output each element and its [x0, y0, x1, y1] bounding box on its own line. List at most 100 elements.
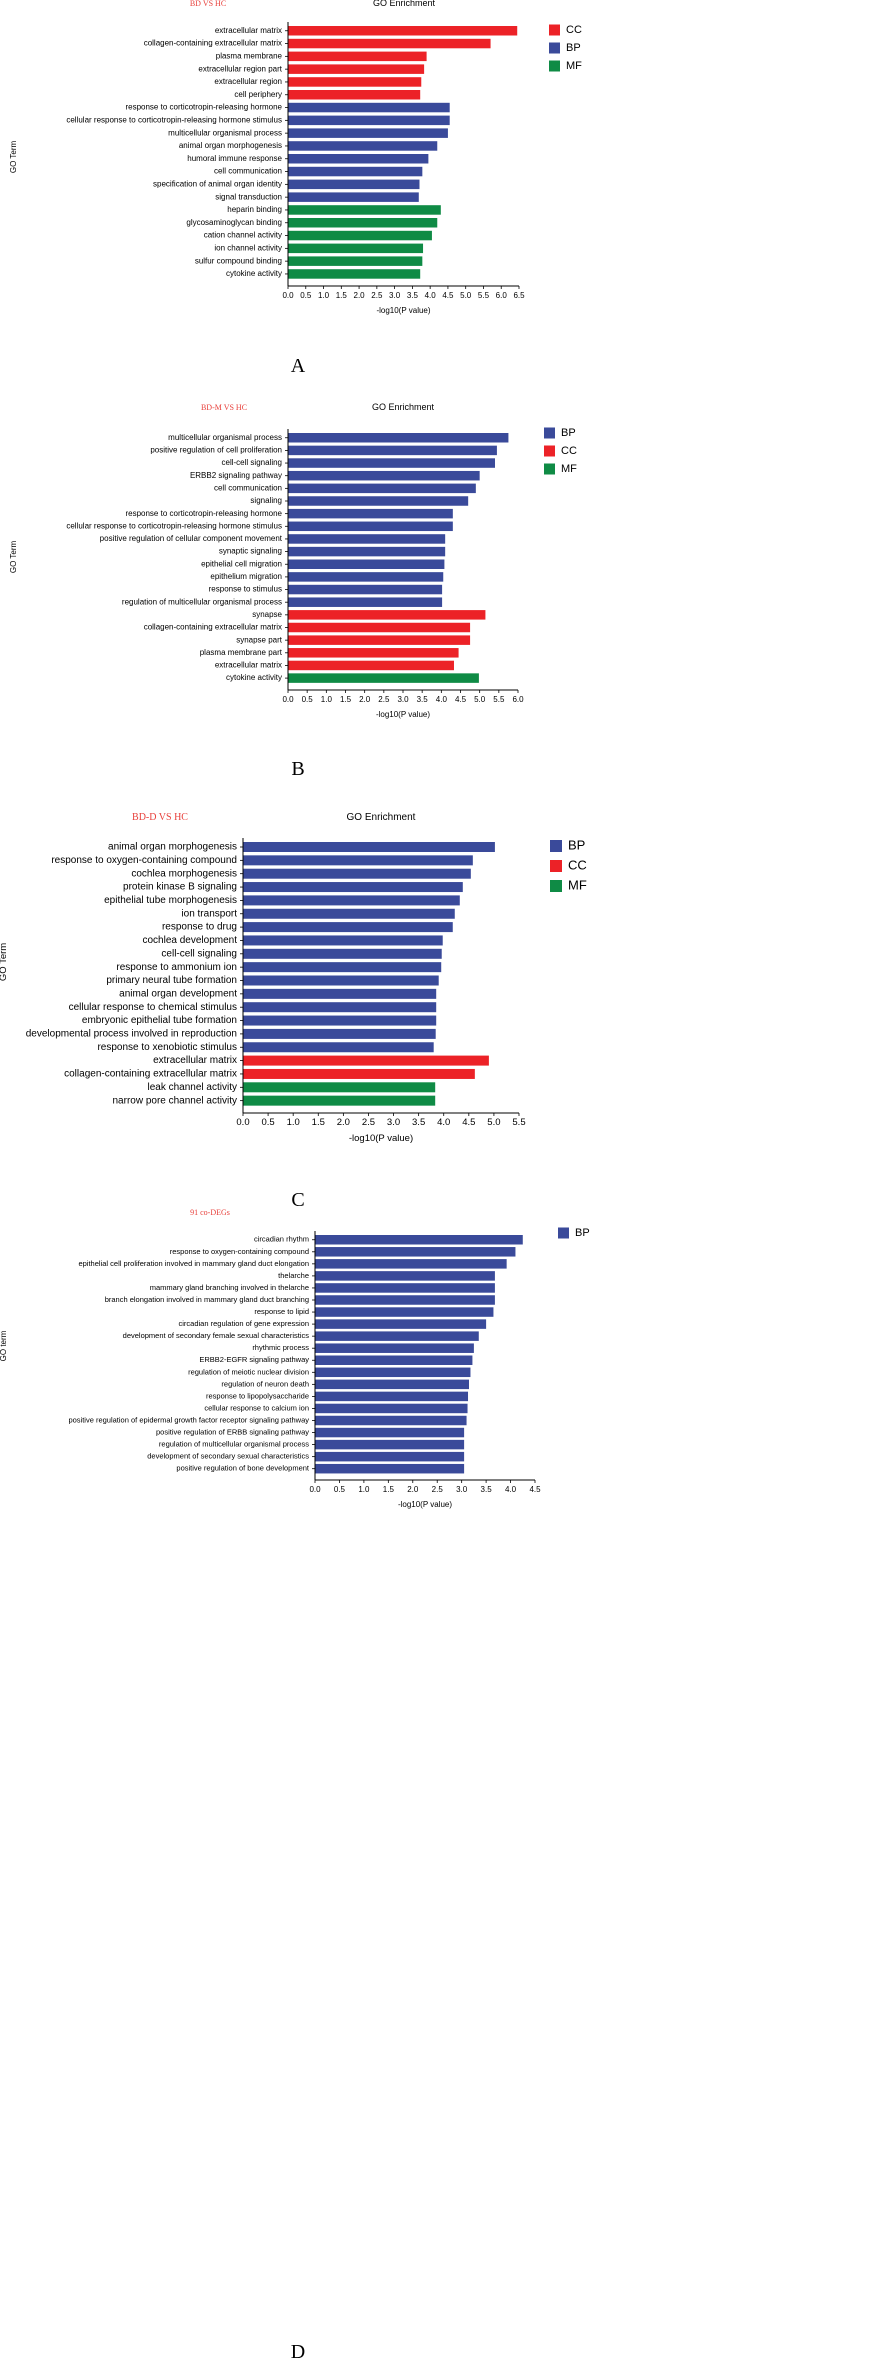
panel-b: multicellular organismal process positive… — [9, 402, 577, 780]
bar — [288, 559, 445, 569]
category-label: regulation of multicellular organismal p… — [159, 1440, 309, 1449]
bar — [243, 1082, 436, 1093]
bar — [243, 975, 439, 986]
bar — [288, 26, 518, 36]
bar — [243, 935, 443, 946]
x-tick-label: 0.5 — [302, 695, 314, 704]
bar — [288, 458, 495, 468]
category-label: response to oxygen-containing compound — [170, 1247, 309, 1256]
comparison-label: BD-D VS HC — [132, 812, 188, 823]
x-tick-label: 0.5 — [261, 1117, 274, 1128]
bar — [243, 1095, 436, 1106]
category-label: multicellular organismal process — [168, 433, 282, 442]
category-label: cell communication — [214, 483, 282, 492]
category-label: response to corticotropin-releasing horm… — [125, 103, 282, 112]
category-label: response to oxygen-containing compound — [51, 855, 237, 866]
bar — [243, 855, 473, 866]
category-label: heparin binding — [227, 205, 282, 214]
bar — [288, 64, 425, 74]
bar — [288, 635, 471, 645]
category-label: extracellular matrix — [215, 661, 282, 670]
bar — [315, 1295, 495, 1305]
category-label: response to xenobiotic stimulus — [97, 1042, 237, 1053]
panel-a: extracellular matrix collagen-containing … — [9, 0, 582, 377]
category-label: cellular response to calcium ion — [204, 1403, 309, 1412]
x-axis-label: -log10(P value) — [398, 1500, 452, 1509]
legend-label: BP — [561, 427, 576, 439]
category-label: animal organ morphogenesis — [108, 842, 237, 853]
category-label: ion channel activity — [214, 243, 282, 252]
bar — [288, 610, 486, 620]
bar — [315, 1367, 471, 1378]
bar — [315, 1439, 465, 1450]
x-tick-label: 3.0 — [397, 695, 409, 704]
category-label: epithelial tube morphogenesis — [104, 895, 237, 906]
x-tick-label: 1.5 — [336, 291, 348, 300]
bar — [288, 483, 476, 494]
category-label: leak channel activity — [148, 1082, 238, 1093]
category-label: regulation of multicellular organismal p… — [122, 597, 282, 606]
category-label: cell communication — [214, 167, 282, 176]
legend-label: CC — [566, 24, 582, 36]
legend-swatch — [550, 880, 562, 892]
legend-swatch — [549, 42, 560, 54]
legend-label: MF — [561, 463, 577, 475]
category-label: cytokine activity — [226, 269, 282, 278]
bar — [315, 1259, 507, 1269]
x-axis-label: -log10(P value) — [376, 710, 430, 719]
bar — [315, 1463, 465, 1474]
bar — [315, 1355, 473, 1365]
legend-swatch — [550, 860, 562, 872]
x-tick-label: 3.5 — [407, 291, 419, 300]
chart-title: GO Enrichment — [372, 402, 435, 412]
x-tick-label: 3.5 — [417, 695, 429, 704]
bar — [288, 584, 443, 595]
bar — [243, 1015, 437, 1026]
x-tick-label: 2.0 — [337, 1117, 350, 1128]
x-tick-label: 0.0 — [309, 1485, 321, 1494]
category-label: collagen-containing extracellular matrix — [144, 623, 282, 632]
bar — [315, 1283, 495, 1293]
x-tick-label: 2.5 — [362, 1117, 375, 1128]
x-tick-label: 0.0 — [236, 1117, 249, 1128]
bar — [243, 868, 471, 879]
bar — [288, 433, 509, 443]
bar — [288, 179, 420, 190]
x-tick-label: 1.0 — [318, 291, 330, 300]
bar — [243, 1002, 437, 1013]
bar — [288, 508, 453, 519]
category-label: response to lipopolysaccharide — [206, 1391, 309, 1400]
category-label: extracellular matrix — [153, 1055, 237, 1066]
x-tick-label: 5.0 — [487, 1117, 500, 1128]
legend-swatch — [549, 24, 560, 36]
legend-label: CC — [568, 857, 587, 872]
bar — [288, 154, 429, 164]
x-tick-label: 4.5 — [455, 695, 467, 704]
x-tick-label: 2.0 — [407, 1485, 419, 1494]
x-tick-label: 6.5 — [513, 291, 525, 300]
category-label: epithelial cell migration — [201, 559, 282, 568]
y-axis-label: GO Term — [9, 541, 18, 574]
legend-label: CC — [561, 445, 577, 457]
bar — [315, 1235, 523, 1245]
x-tick-label: 3.5 — [481, 1485, 493, 1494]
category-label: epithelial cell proliferation involved i… — [78, 1259, 309, 1268]
category-label: synapse — [252, 610, 282, 619]
bar — [288, 445, 497, 456]
category-label: cochlea morphogenesis — [131, 868, 237, 879]
chart-title: GO Enrichment — [373, 0, 436, 8]
bar — [315, 1307, 494, 1317]
bar — [288, 115, 450, 126]
panel-letter: D — [291, 2341, 305, 2362]
legend-label: BP — [568, 837, 585, 852]
bar — [243, 1068, 475, 1079]
comparison-label: BD VS HC — [190, 0, 226, 8]
bar — [288, 534, 446, 544]
category-label: positive regulation of bone development — [176, 1464, 310, 1473]
category-label: primary neural tube formation — [106, 975, 237, 986]
category-label: positive regulation of cell proliferatio… — [150, 446, 282, 455]
category-label: cellular response to corticotropin-relea… — [66, 521, 282, 530]
category-label: positive regulation of cellular componen… — [100, 534, 283, 543]
x-tick-label: 2.0 — [359, 695, 371, 704]
bar — [288, 205, 441, 215]
